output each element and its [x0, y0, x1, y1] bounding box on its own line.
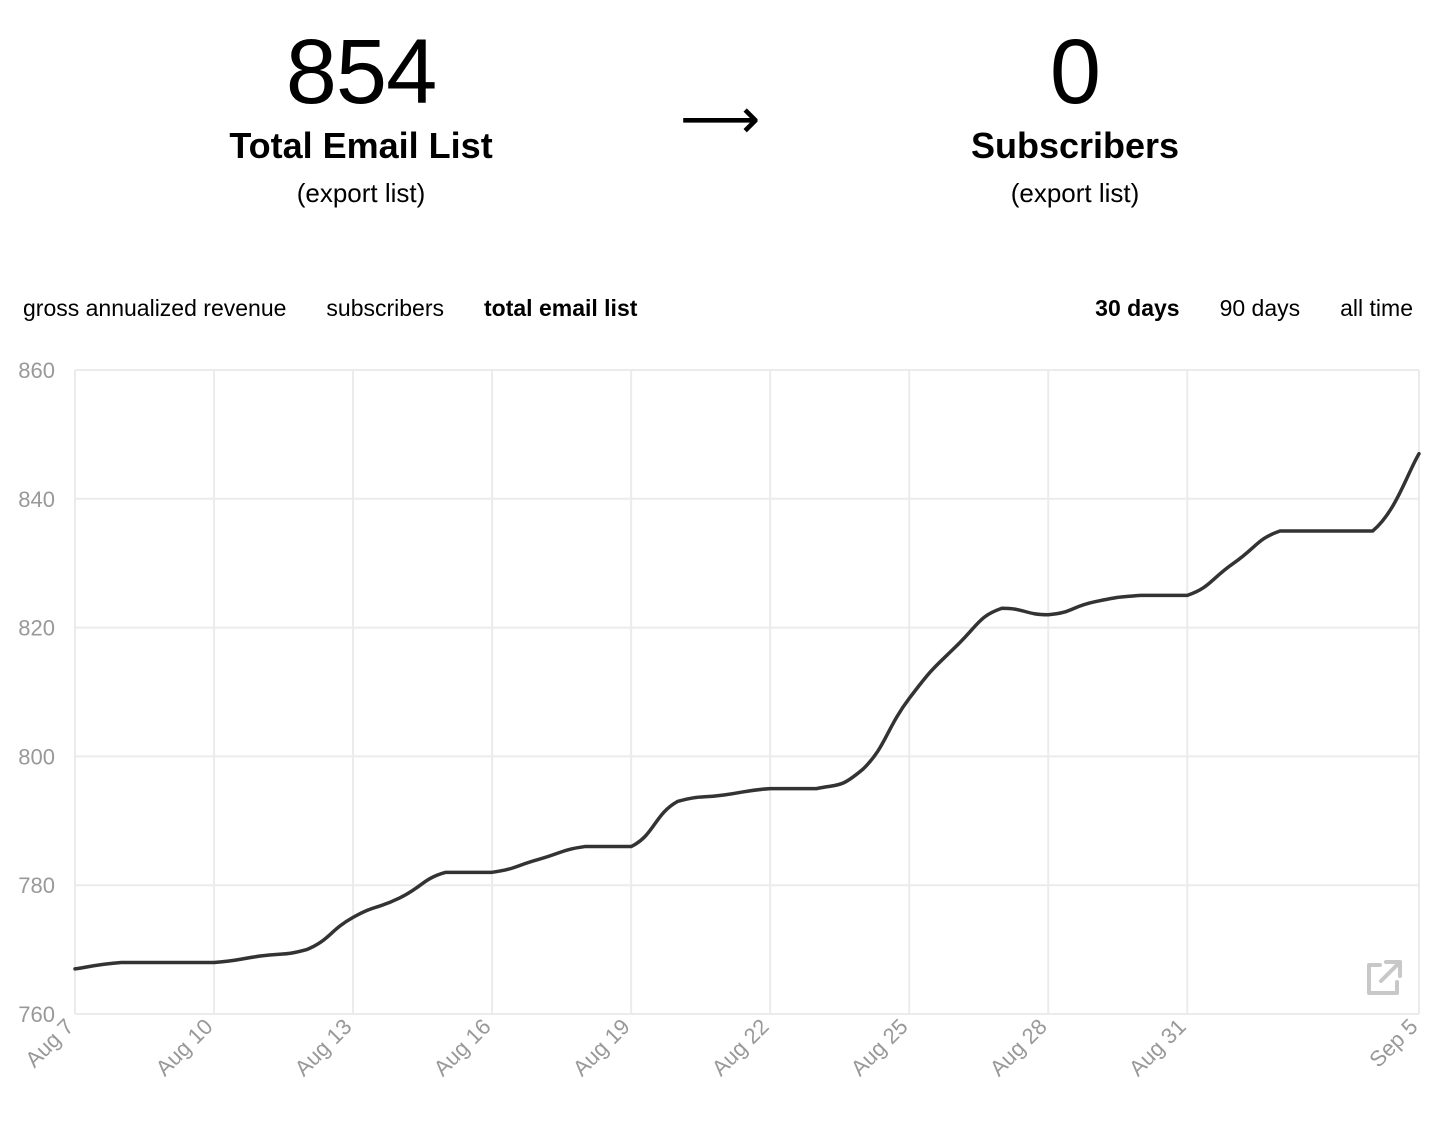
data-point — [954, 645, 958, 649]
data-point — [305, 948, 309, 952]
tab-total-email-list[interactable]: total email list — [484, 295, 638, 321]
data-point — [536, 857, 540, 861]
y-tick-label: 780 — [18, 873, 55, 898]
data-point — [1000, 606, 1004, 610]
data-point — [583, 845, 587, 849]
data-point — [768, 787, 772, 791]
data-point — [166, 960, 170, 964]
data-point — [1371, 529, 1375, 533]
y-tick-label: 840 — [18, 487, 55, 512]
external-link-icon[interactable] — [1364, 958, 1404, 998]
x-tick-label: Aug 25 — [846, 1014, 913, 1081]
data-point — [1417, 452, 1421, 456]
data-point — [1324, 529, 1328, 533]
y-tick-label: 860 — [18, 358, 55, 383]
data-point — [119, 960, 123, 964]
tab-subscribers[interactable]: subscribers — [326, 295, 445, 321]
export-list-link-total[interactable]: (export list) — [296, 178, 426, 208]
data-point — [258, 954, 262, 958]
subscribers-label: Subscribers — [970, 125, 1180, 166]
data-point — [444, 870, 448, 874]
data-point — [675, 799, 679, 803]
data-point — [212, 960, 216, 964]
x-tick-label: Aug 16 — [429, 1014, 496, 1081]
arrow-right-icon: ⟶ — [680, 87, 761, 152]
data-point — [1093, 600, 1097, 604]
x-tick-label: Sep 5 — [1364, 1014, 1422, 1072]
total-email-list-stat: 854 Total Email List (export list) — [151, 22, 571, 210]
tab-gross-annualized-revenue[interactable]: gross annualized revenue — [23, 295, 287, 321]
data-point — [815, 787, 819, 791]
data-point — [722, 793, 726, 797]
data-point — [1185, 593, 1189, 597]
tab-90-days[interactable]: 90 days — [1219, 295, 1301, 321]
export-list-link-subscribers[interactable]: (export list) — [1010, 178, 1140, 208]
data-point — [1046, 613, 1050, 617]
x-tick-label: Aug 19 — [568, 1014, 635, 1081]
range-tabs: 30 days 90 days all time — [1095, 293, 1413, 323]
total-email-list-label: Total Email List — [229, 125, 493, 166]
data-point — [351, 915, 355, 919]
x-tick-label: Aug 13 — [290, 1014, 357, 1081]
data-point — [73, 967, 77, 971]
x-tick-label: Aug 28 — [985, 1014, 1052, 1081]
y-tick-label: 820 — [18, 616, 55, 641]
y-tick-label: 760 — [18, 1002, 55, 1027]
tab-30-days[interactable]: 30 days — [1095, 295, 1180, 321]
y-tick-label: 800 — [18, 744, 55, 769]
x-tick-label: Aug 22 — [707, 1014, 774, 1081]
data-point — [1139, 593, 1143, 597]
data-point — [1278, 529, 1282, 533]
data-point — [861, 767, 865, 771]
subscribers-value: 0 — [1049, 21, 1101, 123]
subscribers-stat: 0 Subscribers (export list) — [865, 22, 1285, 210]
data-point — [1232, 561, 1236, 565]
metric-tabs: gross annualized revenue subscribers tot… — [23, 293, 637, 323]
data-point — [629, 845, 633, 849]
total-email-list-value: 854 — [285, 21, 438, 123]
x-tick-label: Aug 31 — [1124, 1014, 1191, 1081]
data-point — [397, 896, 401, 900]
tab-all-time[interactable]: all time — [1340, 295, 1413, 321]
data-point — [907, 696, 911, 700]
x-tick-label: Aug 10 — [151, 1014, 218, 1081]
series-line — [73, 451, 1421, 971]
data-point — [490, 870, 494, 874]
